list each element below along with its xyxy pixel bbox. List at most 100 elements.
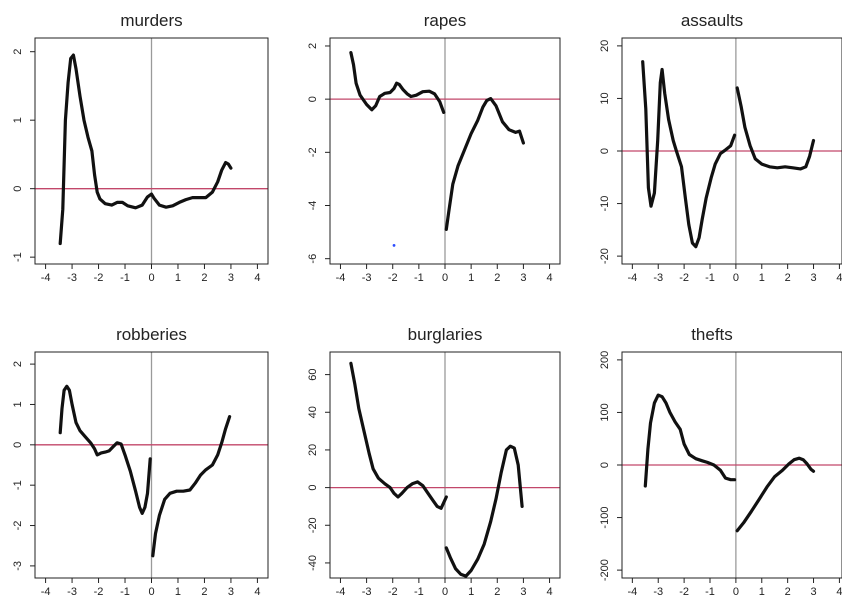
x-tick-label: 3 — [520, 272, 526, 284]
series-line-segment-2 — [151, 415, 232, 558]
panel-title: assaults — [681, 11, 743, 30]
y-tick-label: 0 — [599, 462, 611, 468]
series-line-segment-2 — [735, 86, 816, 171]
x-tick-label: 2 — [785, 272, 791, 284]
x-tick-label: -4 — [627, 586, 637, 598]
series-line-segment-2 — [735, 456, 816, 533]
x-tick-label: 3 — [228, 272, 234, 284]
x-tick-label: 4 — [836, 272, 842, 284]
x-tick-label: -1 — [705, 586, 715, 598]
series-line-segment-1 — [58, 53, 233, 246]
x-tick-label: 0 — [148, 272, 154, 284]
x-tick-label: -4 — [336, 272, 346, 284]
x-tick-label: -4 — [627, 272, 637, 284]
x-tick-label: -1 — [414, 586, 424, 598]
x-tick-label: 1 — [759, 272, 765, 284]
y-tick-label: 0 — [307, 96, 319, 102]
x-tick-label: 3 — [520, 586, 526, 598]
x-tick-label: 2 — [201, 586, 207, 598]
panel-title: rapes — [424, 11, 467, 30]
x-tick-label: 3 — [228, 586, 234, 598]
x-tick-label: -1 — [120, 272, 130, 284]
stray-point — [392, 243, 396, 247]
x-tick-label: -3 — [362, 272, 372, 284]
x-tick-label: 4 — [254, 586, 260, 598]
panel-title: robberies — [116, 325, 187, 344]
series-line-segment-1 — [641, 60, 737, 249]
y-tick-label: -1 — [12, 252, 24, 262]
y-tick-label: 0 — [307, 485, 319, 491]
x-tick-label: 3 — [810, 586, 816, 598]
x-tick-label: 2 — [785, 586, 791, 598]
y-tick-label: 2 — [12, 361, 24, 367]
x-tick-label: 1 — [468, 272, 474, 284]
x-tick-label: 1 — [759, 586, 765, 598]
y-tick-label: 2 — [12, 49, 24, 55]
x-tick-label: -2 — [94, 272, 104, 284]
y-tick-label: -100 — [599, 507, 611, 529]
x-tick-label: 2 — [201, 272, 207, 284]
y-tick-label: -20 — [599, 248, 611, 264]
y-tick-label: -6 — [307, 254, 319, 264]
x-tick-label: 4 — [546, 586, 552, 598]
x-tick-label: 4 — [546, 272, 552, 284]
x-tick-label: 1 — [468, 586, 474, 598]
x-tick-label: 0 — [148, 586, 154, 598]
x-tick-label: -4 — [41, 272, 51, 284]
x-tick-label: -3 — [362, 586, 372, 598]
x-tick-label: 2 — [494, 272, 500, 284]
x-tick-label: -1 — [705, 272, 715, 284]
series-line-segment-1 — [643, 393, 737, 488]
x-tick-label: 1 — [175, 586, 181, 598]
y-tick-label: -2 — [307, 147, 319, 157]
y-tick-label: 1 — [12, 117, 24, 123]
y-tick-label: -2 — [12, 521, 24, 531]
x-tick-label: -2 — [679, 586, 689, 598]
y-tick-label: 200 — [599, 351, 611, 369]
panel-murders: murders -4 -3 -2 -1 0 1 2 3 4 -1 0 1 2 — [12, 11, 269, 284]
panel-title: thefts — [691, 325, 733, 344]
y-tick-label: -40 — [307, 555, 319, 571]
panel-rapes: rapes -4 -3 -2 -1 0 1 2 3 4 -6 -4 -2 0 2 — [307, 11, 561, 284]
x-tick-label: 0 — [733, 272, 739, 284]
panel-robberies: robberies -4 -3 -2 -1 0 1 2 3 4 -3 -2 -1 0 1 2 — [12, 325, 269, 598]
series-line-segment-1 — [349, 51, 446, 114]
x-tick-label: 4 — [836, 586, 842, 598]
x-tick-label: -2 — [388, 272, 398, 284]
y-tick-label: 1 — [12, 401, 24, 407]
x-tick-label: -4 — [336, 586, 346, 598]
x-tick-label: -1 — [120, 586, 130, 598]
panel-thefts: thefts -4 -3 -2 -1 0 1 2 3 4 -200 -100 0 100 200 — [599, 325, 842, 598]
x-tick-label: -2 — [94, 586, 104, 598]
y-tick-label: -200 — [599, 559, 611, 581]
x-tick-label: 3 — [810, 272, 816, 284]
panel-burglaries: burglaries -4 -3 -2 -1 0 1 2 3 4 -40 -20 0 20 40 60 — [307, 325, 561, 598]
y-tick-label: 0 — [12, 442, 24, 448]
x-tick-label: -4 — [41, 586, 51, 598]
x-tick-label: 0 — [442, 272, 448, 284]
y-tick-label: 0 — [12, 186, 24, 192]
x-tick-label: -3 — [653, 586, 663, 598]
y-tick-label: -4 — [307, 201, 319, 211]
panel-title: murders — [120, 11, 182, 30]
y-tick-label: -3 — [12, 561, 24, 571]
y-tick-label: 10 — [599, 92, 611, 104]
y-tick-label: -10 — [599, 196, 611, 212]
x-tick-label: 0 — [442, 586, 448, 598]
y-tick-label: 20 — [599, 40, 611, 52]
x-tick-label: -3 — [67, 272, 77, 284]
y-tick-label: 2 — [307, 43, 319, 49]
x-tick-label: -3 — [67, 586, 77, 598]
y-tick-label: 40 — [307, 406, 319, 418]
y-tick-label: 0 — [599, 148, 611, 154]
y-tick-label: -1 — [12, 480, 24, 490]
x-tick-label: 0 — [733, 586, 739, 598]
x-tick-label: 1 — [175, 272, 181, 284]
y-tick-label: 20 — [307, 444, 319, 456]
series-line-segment-1 — [58, 384, 152, 515]
y-tick-label: 100 — [599, 403, 611, 421]
series-line-segment-1 — [349, 361, 448, 510]
